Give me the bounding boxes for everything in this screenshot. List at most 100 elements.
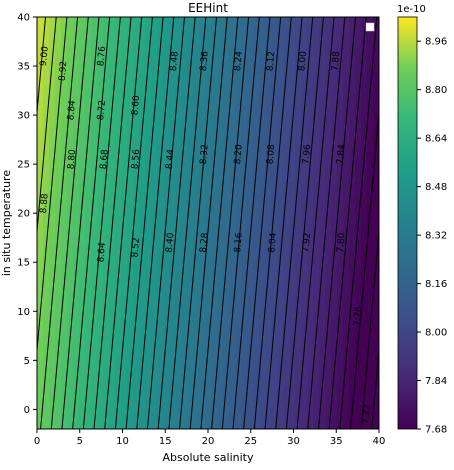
heatmap-cell [229, 380, 236, 389]
heatmap-cell [355, 113, 362, 121]
heatmap-cell [181, 236, 188, 245]
heatmap-cell [157, 99, 164, 107]
heatmap-cell [157, 195, 164, 203]
heatmap-cell [181, 243, 188, 252]
heatmap-cell [157, 339, 164, 348]
heatmap-cell [211, 113, 218, 121]
heatmap-cell [271, 284, 278, 293]
heatmap-cell [235, 37, 242, 46]
heatmap-cell [187, 174, 194, 183]
heatmap-cell [253, 326, 260, 334]
heatmap-cell [229, 161, 236, 169]
heatmap-cell [157, 147, 164, 155]
heatmap-cell [55, 99, 62, 107]
heatmap-cell [133, 51, 140, 59]
heatmap-cell [115, 147, 122, 155]
heatmap-cell [175, 264, 182, 272]
heatmap-cell [121, 236, 128, 245]
heatmap-cell [73, 216, 80, 224]
heatmap-cell [373, 195, 379, 203]
heatmap-cell [175, 120, 182, 128]
heatmap-cell [193, 277, 200, 286]
heatmap-cell [283, 332, 290, 341]
heatmap-cell [259, 106, 266, 114]
heatmap-cell [235, 223, 242, 231]
heatmap-cell [361, 92, 368, 100]
heatmap-cell [367, 37, 374, 46]
heatmap-cell [313, 37, 320, 46]
heatmap-cell [175, 291, 182, 300]
heatmap-cell [151, 223, 158, 231]
heatmap-cell [187, 298, 194, 306]
heatmap-cell [187, 284, 194, 293]
heatmap-cell [319, 277, 326, 286]
heatmap-cell [61, 120, 68, 128]
heatmap-cell [313, 374, 320, 382]
heatmap-cell [133, 181, 140, 190]
heatmap-cell [43, 92, 50, 100]
heatmap-cell [265, 140, 272, 149]
heatmap-cell [193, 71, 200, 80]
heatmap-cell [337, 284, 344, 293]
heatmap-cell [169, 17, 176, 25]
heatmap-cell [223, 339, 230, 348]
heatmap-cell [163, 71, 170, 80]
heatmap-cell [259, 236, 266, 245]
heatmap-cell [157, 346, 164, 355]
heatmap-cell [355, 161, 362, 169]
heatmap-cell [253, 415, 260, 423]
contour-line [93, 17, 132, 429]
heatmap-cell [265, 113, 272, 121]
heatmap-cell [199, 339, 206, 348]
heatmap-cell [169, 195, 176, 203]
heatmap-cell [37, 78, 44, 87]
contour-line [157, 17, 196, 429]
heatmap-cell [247, 71, 254, 80]
heatmap-cell [361, 319, 368, 327]
heatmap-cell [79, 174, 86, 183]
heatmap-cell [241, 367, 248, 375]
heatmap-cell [307, 250, 314, 258]
heatmap-cell [343, 257, 350, 265]
heatmap-cell [331, 168, 338, 176]
heatmap-cell [361, 216, 368, 224]
heatmap-cell [313, 422, 320, 429]
heatmap-cell [229, 202, 236, 210]
heatmap-cell [271, 291, 278, 300]
heatmap-cell [319, 394, 326, 403]
x-tick-label: 20 [202, 436, 215, 447]
heatmap-cell [175, 58, 182, 66]
heatmap-cell [61, 174, 68, 183]
heatmap-cell [133, 92, 140, 100]
heatmap-cell [349, 133, 356, 142]
heatmap-cell [205, 243, 212, 252]
heatmap-cell [367, 415, 374, 423]
heatmap-cell [43, 257, 50, 265]
heatmap-cell [169, 422, 176, 429]
heatmap-cell [73, 65, 80, 73]
heatmap-cell [37, 408, 44, 416]
heatmap-cell [175, 133, 182, 142]
heatmap-cell [169, 133, 176, 142]
heatmap-cell [115, 181, 122, 190]
colorbar-tick-label: 7.68 [425, 425, 447, 436]
contour-label: 7.96 [301, 144, 313, 165]
heatmap-cell [217, 367, 224, 375]
heatmap-cell [259, 408, 266, 416]
heatmap-cell [103, 65, 110, 73]
heatmap-cell [313, 229, 320, 238]
heatmap-cell [205, 58, 212, 66]
heatmap-cell [55, 257, 62, 265]
heatmap-cell [295, 71, 302, 80]
heatmap-cell [115, 305, 122, 313]
heatmap-cell [97, 23, 104, 32]
heatmap-cell [73, 326, 80, 334]
heatmap-cell [37, 380, 44, 389]
heatmap-cell [277, 154, 284, 162]
heatmap-cell [49, 51, 56, 59]
heatmap-cell [223, 188, 230, 197]
heatmap-cell [49, 284, 56, 293]
heatmap-cell [325, 147, 332, 155]
heatmap-cell [127, 106, 134, 114]
heatmap-cell [115, 120, 122, 128]
